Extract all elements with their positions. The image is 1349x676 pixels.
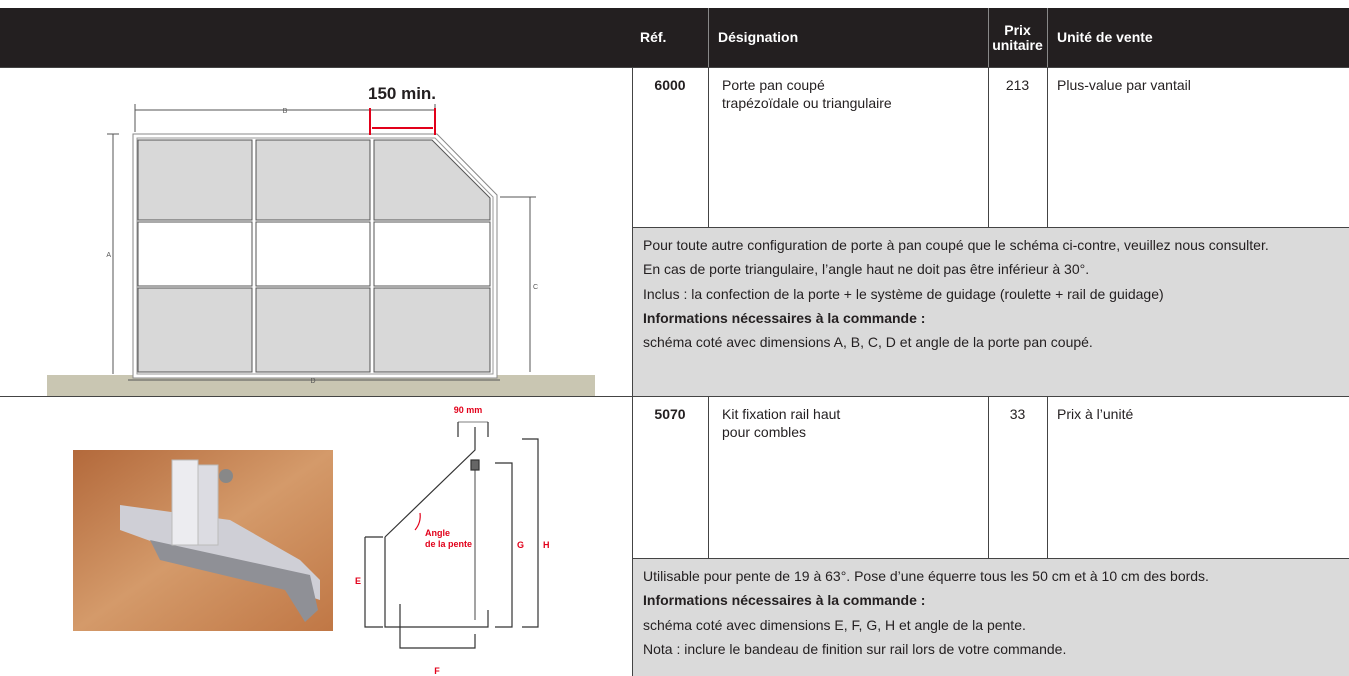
header-bar	[0, 8, 1349, 67]
header-divider	[988, 8, 989, 67]
column-header: Réf.	[640, 29, 667, 45]
column-divider	[988, 396, 989, 558]
column-header: Prix unitaire	[992, 21, 1043, 53]
unit: Plus-value par vantail	[1057, 77, 1191, 93]
column-divider	[1047, 396, 1048, 558]
note-line: En cas de porte triangulaire, l’angle ha…	[643, 261, 1090, 278]
column-divider	[988, 67, 989, 227]
column-divider	[1047, 67, 1048, 227]
dimension-label: F	[434, 666, 440, 676]
notes: Pour toute autre configuration de porte …	[633, 228, 1349, 396]
note-divider	[632, 558, 1349, 559]
price: 33	[1009, 406, 1026, 422]
designation: Kit fixation rail haut	[722, 406, 841, 422]
note-line: Utilisable pour pente de 19 à 63°. Pose …	[643, 568, 1209, 584]
dimension-label: A	[106, 252, 111, 259]
dimension-label: G	[517, 540, 524, 550]
dimension-label: E	[355, 576, 361, 586]
column-divider	[708, 67, 709, 227]
column-header: Désignation	[718, 29, 799, 45]
note-line: Nota : inclure le bandeau de finition su…	[643, 640, 1067, 657]
note-line: schéma coté avec dimensions A, B, C, D e…	[643, 334, 1093, 351]
designation: pour combles	[722, 424, 807, 440]
note-line: Informations nécessaires à la commande :	[643, 309, 926, 326]
header-divider	[708, 8, 709, 67]
note-line: Pour toute autre configuration de porte …	[643, 237, 1269, 253]
dimension-label: de la pente	[425, 539, 472, 549]
column-divider	[632, 396, 633, 676]
ref: 6000	[654, 77, 686, 93]
dimension-label: H	[543, 540, 550, 550]
note-line: schéma coté avec dimensions E, F, G, H e…	[643, 616, 1026, 633]
note-divider	[632, 227, 1349, 228]
roof-diagram	[364, 421, 539, 649]
illustrations: 150 min. B A C D 90 mm Angle de la pente…	[47, 84, 595, 676]
column-divider	[632, 67, 633, 396]
designation: Porte pan coupé	[722, 77, 825, 93]
note-line: Informations nécessaires à la commande :	[643, 592, 926, 609]
dimension-label: C	[533, 284, 538, 291]
row-divider	[0, 67, 1349, 68]
dimension-label: 150 min.	[368, 84, 436, 103]
designation: trapézoïdale ou triangulaire	[722, 95, 892, 111]
dimension-label: 90 mm	[454, 405, 483, 415]
dimension-label: Angle	[425, 528, 450, 538]
row-divider	[0, 396, 1349, 397]
dimension-label: D	[310, 378, 315, 385]
note-line: Inclus : la confection de la porte + le …	[643, 285, 1164, 302]
ref: 5070	[654, 406, 686, 422]
unit: Prix à l’unité	[1057, 406, 1134, 422]
product-photo	[73, 450, 333, 631]
header-divider	[1047, 8, 1048, 67]
door-diagram	[47, 104, 595, 396]
column-divider	[708, 396, 709, 558]
column-header: Unité de vente	[1057, 29, 1153, 45]
notes: Utilisable pour pente de 19 à 63°. Pose …	[633, 559, 1349, 676]
price: 213	[1005, 77, 1030, 93]
dimension-label: B	[283, 108, 288, 115]
